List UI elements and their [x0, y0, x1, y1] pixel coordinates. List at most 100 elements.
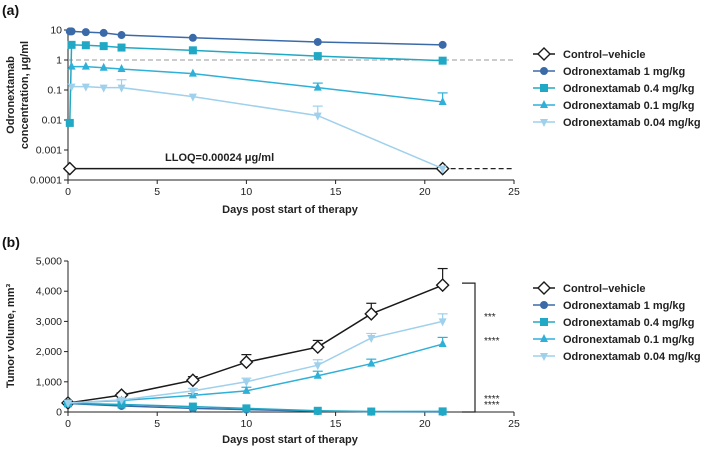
panel-b-x-ticks: 0 5 10 15 20 25 [65, 412, 520, 430]
data-point [438, 56, 447, 65]
x-tick-label: 20 [419, 418, 431, 430]
legend-marker [540, 353, 548, 361]
legend-label: Odronextamab 0.1 mg/kg [563, 100, 694, 112]
data-point [188, 46, 197, 55]
significance-stars: *** [484, 312, 496, 323]
data-point [188, 68, 197, 77]
panel-a: (a) Odronextamab concentration, μg/ml Da… [2, 2, 701, 216]
x-tick-label: 0 [65, 186, 71, 198]
legend-marker [540, 318, 548, 326]
x-tick-label: 15 [330, 418, 342, 430]
legend-marker [540, 84, 548, 92]
significance-stars: **** [484, 400, 500, 411]
legend-marker [540, 100, 548, 108]
x-tick-label: 5 [154, 186, 160, 198]
panel-a-y-ticks: 10 1 0.1 0.01 0.001 0.0001 [30, 25, 68, 187]
legend-label: Odronextamab 1 mg/kg [563, 66, 685, 78]
data-point [438, 407, 447, 416]
legend-label: Odronextamab 0.4 mg/kg [563, 317, 694, 329]
bracket-line [462, 282, 476, 413]
series-control [61, 267, 450, 410]
data-point [367, 358, 376, 367]
lloq-annotation: LLOQ=0.00024 μg/ml [165, 152, 274, 164]
series-line [67, 320, 443, 404]
y-tick-label: 0.0001 [30, 175, 62, 187]
x-tick-label: 25 [508, 418, 520, 430]
y-tick-label: 1,000 [36, 376, 62, 388]
y-tick-label: 0.01 [42, 115, 63, 127]
legend-marker [540, 301, 548, 309]
x-tick-label: 0 [65, 418, 71, 430]
panel-b-label: (b) [2, 234, 20, 250]
panel-a-xlabel: Days post start of therapy [222, 204, 359, 216]
panel-a-ylabel-line2: concentration, μg/ml [19, 41, 31, 149]
y-tick-label: 0.1 [47, 85, 62, 97]
data-point [239, 355, 254, 370]
data-point [313, 370, 322, 379]
x-tick-label: 15 [330, 186, 342, 198]
data-point [313, 37, 322, 46]
panel-a-label: (a) [2, 2, 19, 18]
data-point [188, 387, 197, 396]
data-point [117, 84, 126, 93]
data-point [435, 278, 450, 293]
legend-item: Odronextamab 0.1 mg/kg [533, 334, 694, 346]
panel-a-legend: Control–vehicle Odronextamab 1 mg/kg Odron… [533, 47, 701, 129]
legend-label: Odronextamab 0.04 mg/kg [563, 351, 701, 363]
data-point [117, 43, 126, 52]
data-point [64, 399, 72, 408]
series-d01 [64, 336, 448, 406]
legend-label: Control–vehicle [563, 283, 646, 295]
data-point [99, 84, 108, 93]
data-point [81, 61, 90, 70]
legend-item: Control–vehicle [533, 281, 646, 295]
legend-label: Odronextamab 1 mg/kg [563, 300, 685, 312]
data-point [438, 40, 447, 49]
data-point [242, 404, 251, 413]
data-point [81, 83, 90, 92]
panel-b-plot-area [61, 261, 514, 416]
data-point [117, 396, 126, 405]
legend-marker [537, 281, 551, 295]
x-tick-label: 20 [419, 186, 431, 198]
x-tick-label: 10 [241, 418, 253, 430]
series-d004 [67, 79, 447, 174]
legend-marker [540, 119, 548, 127]
data-point [313, 112, 322, 121]
data-point [67, 27, 76, 36]
data-point [310, 340, 325, 355]
data-point [185, 373, 200, 388]
significance-stars: **** [484, 336, 500, 347]
data-point [67, 40, 76, 49]
series-control [62, 161, 450, 176]
panel-b-legend: Control–vehicle Odronextamab 1 mg/kg Odron… [533, 281, 701, 363]
legend-marker [540, 334, 548, 342]
data-point [117, 31, 126, 40]
legend-marker [537, 47, 551, 61]
significance-bracket: *************** [462, 282, 500, 413]
series-line [71, 65, 443, 103]
series-line [69, 30, 443, 46]
legend-marker [540, 67, 548, 75]
series-d04 [65, 40, 447, 127]
legend-label: Control–vehicle [563, 49, 646, 61]
legend-item: Odronextamab 0.04 mg/kg [533, 351, 701, 363]
data-point [313, 406, 322, 415]
data-point [438, 339, 447, 348]
data-point [242, 385, 251, 394]
series-d004 [64, 313, 448, 408]
series-d01 [67, 61, 448, 105]
series-line [67, 284, 443, 404]
data-point [364, 306, 379, 321]
legend-item: Odronextamab 0.4 mg/kg [533, 317, 694, 329]
y-tick-label: 5,000 [36, 256, 62, 268]
data-point [62, 161, 77, 176]
data-point [67, 83, 76, 92]
panel-a-x-ticks: 0 5 10 15 20 25 [65, 180, 520, 198]
legend-item: Odronextamab 1 mg/kg [533, 300, 685, 312]
data-point [188, 402, 197, 411]
panel-a-plot-area [62, 27, 514, 181]
x-tick-label: 25 [508, 186, 520, 198]
legend-item: Odronextamab 0.4 mg/kg [533, 83, 694, 95]
data-point [438, 96, 447, 105]
